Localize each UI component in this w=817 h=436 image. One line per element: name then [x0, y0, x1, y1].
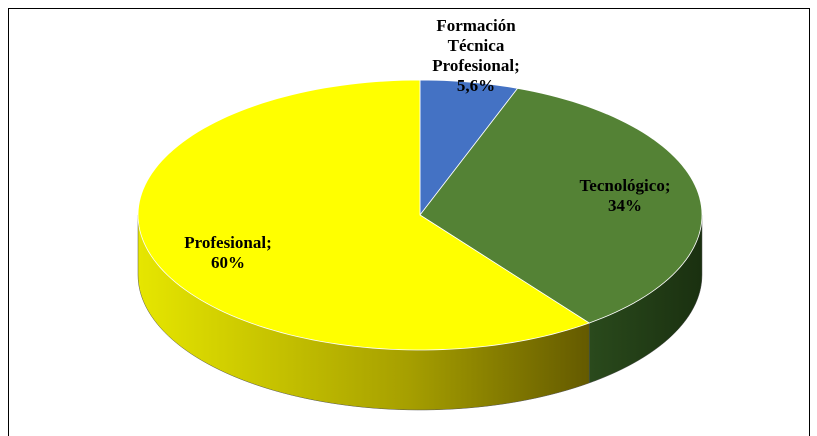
label-separator: ;: [266, 233, 272, 252]
value-label: 60%: [211, 253, 245, 272]
category-label: Tecnológico: [579, 176, 665, 195]
data-label: Tecnológico; 34%: [550, 176, 700, 216]
category-label: Profesional: [184, 233, 267, 252]
chart-border: [8, 8, 810, 436]
slice: [419, 79, 519, 217]
label-separator: ;: [514, 56, 520, 75]
data-label: Formación Técnica Profesional; 5,6%: [416, 16, 536, 96]
category-label: Formación Técnica Profesional: [432, 16, 516, 75]
slice: [419, 87, 703, 324]
value-label: 34%: [608, 196, 642, 215]
label-separator: ;: [664, 176, 671, 195]
slice: [137, 79, 591, 351]
value-label: 5,6%: [456, 76, 496, 95]
data-label: Profesional; 60%: [153, 233, 303, 273]
